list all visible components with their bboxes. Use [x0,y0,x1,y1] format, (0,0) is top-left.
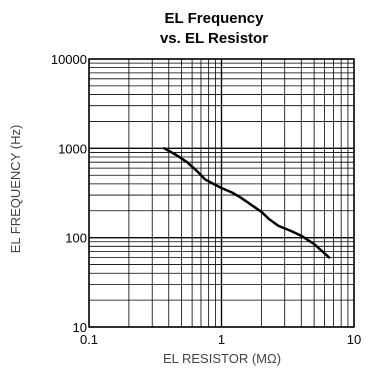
y-tick-labels: 10 100 1000 10000 [51,52,87,335]
x-tick-label: 1 [218,332,225,347]
y-axis-label: EL FREQUENCY (Hz) [8,125,23,254]
x-tick-labels: 0.1 1 10 [80,332,361,347]
y-tick-label: 10000 [51,52,87,67]
series-group [163,147,331,259]
y-tick-label: 10 [73,320,87,335]
chart-title-line-2: vs. EL Resistor [160,30,268,47]
plot-frame [88,58,355,328]
x-axis-label: EL RESISTOR (MΩ) [163,351,281,366]
x-tick-label: 0.1 [80,332,98,347]
x-tick-label: 10 [347,332,361,347]
y-tick-label: 1000 [58,141,87,156]
series-line [163,147,331,259]
y-tick-label: 100 [65,231,87,246]
chart-title-line-1: EL Frequency [165,10,265,27]
grid [88,58,355,328]
